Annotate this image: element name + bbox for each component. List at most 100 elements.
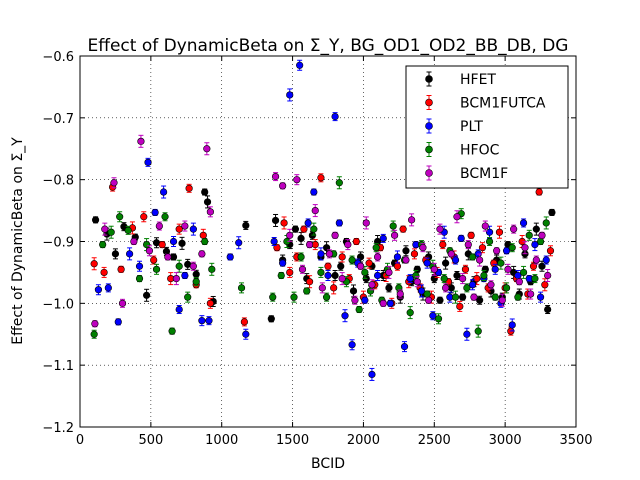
- data-point: [184, 293, 192, 301]
- data-point: [205, 317, 213, 325]
- data-point: [310, 188, 318, 196]
- data-point: [453, 271, 461, 280]
- data-point: [298, 265, 307, 273]
- data-point: [430, 275, 438, 283]
- data-point: [402, 256, 410, 264]
- data-point: [331, 271, 339, 280]
- data-point: [189, 262, 197, 270]
- data-point: [491, 293, 499, 301]
- data-point: [349, 287, 358, 295]
- data-point: [237, 284, 246, 292]
- data-point: [487, 281, 495, 289]
- data-point: [94, 286, 103, 294]
- data-point: [372, 244, 380, 252]
- data-point: [293, 176, 301, 184]
- data-point: [481, 265, 489, 273]
- data-points: [90, 59, 556, 381]
- data-point: [286, 231, 294, 239]
- data-point: [335, 179, 343, 187]
- data-point: [529, 262, 538, 270]
- legend-label: PLT: [460, 119, 483, 135]
- legend-item: HFOC: [425, 142, 500, 159]
- y-tick-label: −0.6: [42, 50, 74, 65]
- data-point: [242, 221, 250, 230]
- data-point: [470, 293, 478, 301]
- legend-label: HFOC: [460, 143, 500, 159]
- data-point: [366, 287, 375, 295]
- data-point: [396, 290, 404, 298]
- data-point: [181, 271, 189, 280]
- data-point: [110, 179, 118, 187]
- data-point: [429, 312, 437, 320]
- data-point: [126, 250, 134, 258]
- data-point: [406, 309, 414, 317]
- data-point: [348, 256, 356, 264]
- data-point: [385, 284, 393, 292]
- data-point: [391, 231, 399, 239]
- y-axis-label-text: Effect of DynamicBeta on Σ_Y: [10, 137, 26, 345]
- data-point: [161, 213, 169, 221]
- data-point: [535, 188, 543, 196]
- data-point: [270, 237, 278, 246]
- legend: HFET BCM1FUTCA PLT HFOC BCM1F: [405, 65, 569, 189]
- y-tick-labels: −1.2 −1.1 −1.0 −0.9 −0.8 −0.7 −0.6: [42, 50, 74, 436]
- data-point: [201, 237, 209, 246]
- data-point: [352, 237, 360, 246]
- data-point: [541, 281, 549, 289]
- data-point: [368, 370, 376, 379]
- data-point: [374, 271, 382, 280]
- data-point: [168, 327, 176, 335]
- data-point: [150, 256, 158, 264]
- data-point: [145, 247, 154, 255]
- data-point: [203, 198, 212, 206]
- y-tick-label: −0.7: [42, 112, 74, 127]
- data-point: [393, 262, 402, 270]
- x-tick-label: 1000: [205, 433, 238, 448]
- data-point: [130, 237, 138, 246]
- data-point: [175, 225, 183, 233]
- data-point: [101, 225, 109, 233]
- legend-item: BCM1FUTCA: [425, 95, 546, 112]
- data-point: [413, 265, 421, 273]
- legend-marker: [425, 145, 433, 154]
- y-tick-label: −1.2: [42, 421, 74, 436]
- x-axis-label-text: BCID: [311, 456, 345, 472]
- data-point: [348, 341, 356, 349]
- data-point: [135, 262, 144, 270]
- data-point: [338, 253, 346, 261]
- data-point: [442, 259, 450, 267]
- data-point: [362, 219, 370, 227]
- data-point: [273, 244, 281, 252]
- data-point: [476, 256, 484, 264]
- data-point: [116, 213, 124, 221]
- data-point: [434, 315, 443, 323]
- data-point: [474, 327, 482, 335]
- data-point: [335, 219, 343, 227]
- legend-items: HFET BCM1FUTCA PLT HFOC BCM1F: [425, 71, 546, 182]
- data-point: [242, 330, 250, 338]
- data-point: [497, 259, 505, 267]
- data-point: [430, 265, 438, 273]
- data-point: [510, 225, 518, 233]
- data-point: [104, 284, 112, 292]
- data-point: [485, 237, 494, 246]
- data-point: [413, 278, 421, 286]
- data-point: [192, 278, 200, 286]
- data-point: [277, 271, 285, 280]
- data-point: [519, 268, 528, 277]
- data-point: [463, 284, 471, 292]
- data-point: [527, 290, 535, 298]
- data-point: [279, 182, 287, 190]
- data-point: [459, 275, 467, 283]
- data-point: [199, 231, 207, 239]
- data-point: [457, 234, 465, 243]
- data-point: [100, 268, 108, 277]
- data-point: [447, 250, 455, 258]
- data-point: [525, 231, 533, 239]
- data-point: [317, 250, 325, 258]
- x-tick-label: 1500: [276, 433, 309, 448]
- data-point: [192, 270, 200, 278]
- axis-ticks: [79, 55, 577, 428]
- data-point: [310, 225, 318, 233]
- data-point: [519, 219, 528, 227]
